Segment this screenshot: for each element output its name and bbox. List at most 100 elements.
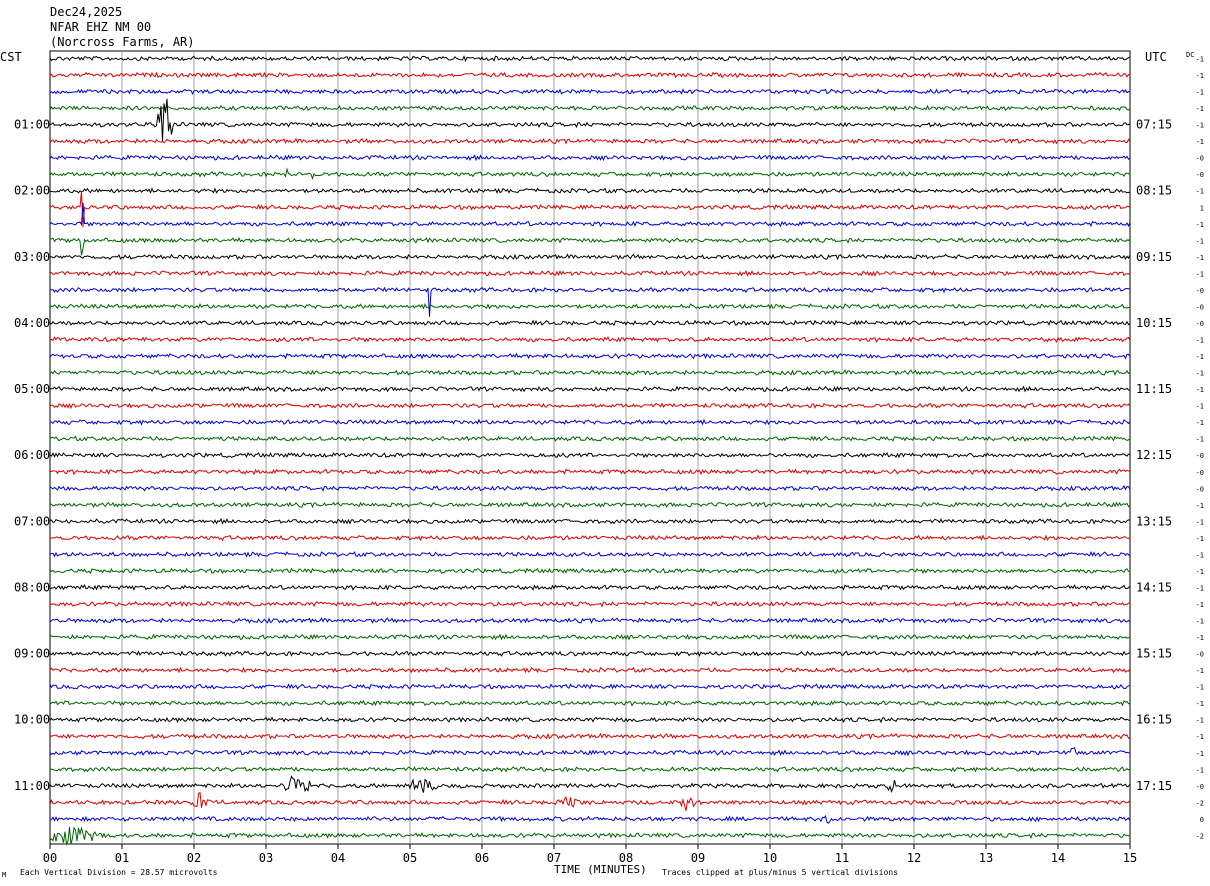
dc-offset-label: -1 (1196, 634, 1204, 642)
dc-offset-label: -0 (1196, 155, 1204, 163)
x-axis-label: TIME (MINUTES) (554, 863, 647, 876)
trace-row-23 (49, 435, 1131, 442)
trace-row-12 (49, 253, 1131, 261)
x-tick-label: 03 (259, 851, 273, 865)
utc-label: UTC (1145, 50, 1167, 64)
cst-hour-label: 05:00 (14, 382, 50, 396)
utc-hour-label: 12:15 (1136, 448, 1172, 462)
dc-offset-labels: -1 -1 -1 -1 -1 -1 -0 -0 -1 1 -1 -1 -1 -1 -0 -0 -0 -1 -1 -1 -… (1196, 56, 1204, 841)
trace-row-38 (49, 683, 1131, 690)
trace-row-27 (49, 501, 1131, 509)
dc-offset-label: 0 (1200, 816, 1204, 824)
dc-offset-label: -0 (1196, 452, 1204, 460)
dc-offset-label: -1 (1196, 337, 1204, 345)
x-tick-label: 02 (187, 851, 201, 865)
trace-row-3 (49, 104, 1131, 112)
trace-row-29 (49, 534, 1131, 542)
trace-row-42 (49, 746, 1131, 757)
trace-row-4 (49, 98, 1131, 142)
cst-hour-label: 07:00 (14, 514, 50, 528)
x-tick-label: 04 (331, 851, 345, 865)
utc-hour-label: 08:15 (1136, 184, 1172, 198)
trace-row-25 (50, 468, 1131, 476)
trace-row-44 (49, 775, 1131, 794)
cst-time-labels: 01:00 02:00 03:00 04:00 05:00 06:00 07:00 08:00… (14, 118, 50, 793)
trace-row-18 (49, 352, 1131, 360)
dc-offset-label: -1 (1196, 386, 1204, 394)
dc-offset-label: -2 (1196, 832, 1204, 840)
dc-offset-label: -0 (1196, 287, 1204, 295)
trace-row-35 (49, 633, 1131, 641)
dc-offset-label: -1 (1196, 403, 1204, 411)
dc-offset-label: -1 (1196, 717, 1204, 725)
trace-row-20 (49, 385, 1131, 393)
dc-offset-label: -0 (1196, 303, 1204, 311)
x-tick-label: 05 (403, 851, 417, 865)
dc-offset-label: -1 (1196, 601, 1204, 609)
trace-row-36 (49, 650, 1131, 657)
utc-hour-label: 17:15 (1136, 779, 1172, 793)
cst-hour-label: 10:00 (14, 713, 50, 727)
dc-offset-label: -1 (1196, 353, 1204, 361)
cst-hour-label: 08:00 (14, 580, 50, 594)
dc-offset-label: -1 (1196, 667, 1204, 675)
trace-row-45 (49, 791, 1131, 811)
trace-row-47 (49, 826, 1131, 846)
trace-row-43 (49, 765, 1131, 773)
trace-row-5 (49, 137, 1131, 145)
trace-row-1 (49, 71, 1131, 79)
trace-row-15 (49, 302, 1131, 310)
dc-offset-label: -1 (1196, 684, 1204, 692)
dc-label: DC (1186, 51, 1194, 59)
trace-row-32 (49, 584, 1131, 591)
trace-row-2 (49, 88, 1131, 95)
trace-row-41 (49, 732, 1131, 740)
trace-row-31 (49, 567, 1131, 575)
cst-hour-label: 11:00 (14, 779, 50, 793)
dc-offset-label: -1 (1196, 370, 1204, 378)
x-tick-label: 08 (619, 851, 633, 865)
minute-grid (49, 50, 1131, 845)
trace-row-40 (49, 716, 1131, 724)
dc-offset-label: -1 (1196, 618, 1204, 626)
x-tick-label: 06 (475, 851, 489, 865)
trace-row-9 (49, 191, 1131, 228)
dc-offset-label: -0 (1196, 171, 1204, 179)
trace-row-19 (49, 369, 1131, 377)
trace-row-8 (49, 187, 1131, 195)
trace-row-30 (49, 551, 1131, 558)
plot-frame (49, 50, 1131, 845)
dc-offset-label: -1 (1196, 122, 1204, 130)
x-tick-label: 15 (1123, 851, 1137, 865)
dc-offset-label: -1 (1196, 237, 1204, 245)
dc-offset-label: -2 (1196, 799, 1204, 807)
trace-row-16 (49, 319, 1131, 327)
dc-offset-label: -1 (1196, 518, 1204, 526)
utc-hour-label: 10:15 (1136, 316, 1172, 330)
x-tick-label: 01 (115, 851, 129, 865)
dc-offset-label: -1 (1196, 221, 1204, 229)
trace-row-11 (49, 236, 1131, 256)
x-tick-label: 07 (547, 851, 561, 865)
x-tick-label: 10 (763, 851, 777, 865)
trace-row-39 (49, 699, 1131, 707)
dc-offset-label: -1 (1196, 89, 1204, 97)
utc-hour-label: 14:15 (1136, 580, 1172, 594)
dc-offset-label: -1 (1196, 568, 1204, 576)
dc-offset-label: 1 (1200, 204, 1204, 212)
utc-hour-label: 16:15 (1136, 713, 1172, 727)
utc-hour-label: 11:15 (1136, 382, 1172, 396)
vertical-division-note: Each Vertical Division = 28.57 microvolt… (20, 868, 218, 877)
plot-date: Dec24,2025 (50, 5, 122, 19)
dc-offset-label: -0 (1196, 485, 1204, 493)
cst-hour-label: 09:00 (14, 647, 50, 661)
utc-hour-label: 07:15 (1136, 118, 1172, 132)
dc-offset-label: -1 (1196, 733, 1204, 741)
trace-row-24 (49, 451, 1131, 459)
dc-offset-label: -1 (1196, 56, 1204, 64)
x-tick-label: 14 (1051, 851, 1065, 865)
cst-label: CST (0, 50, 22, 64)
dc-offset-label: -1 (1196, 72, 1204, 80)
dc-offset-label: -0 (1196, 320, 1204, 328)
